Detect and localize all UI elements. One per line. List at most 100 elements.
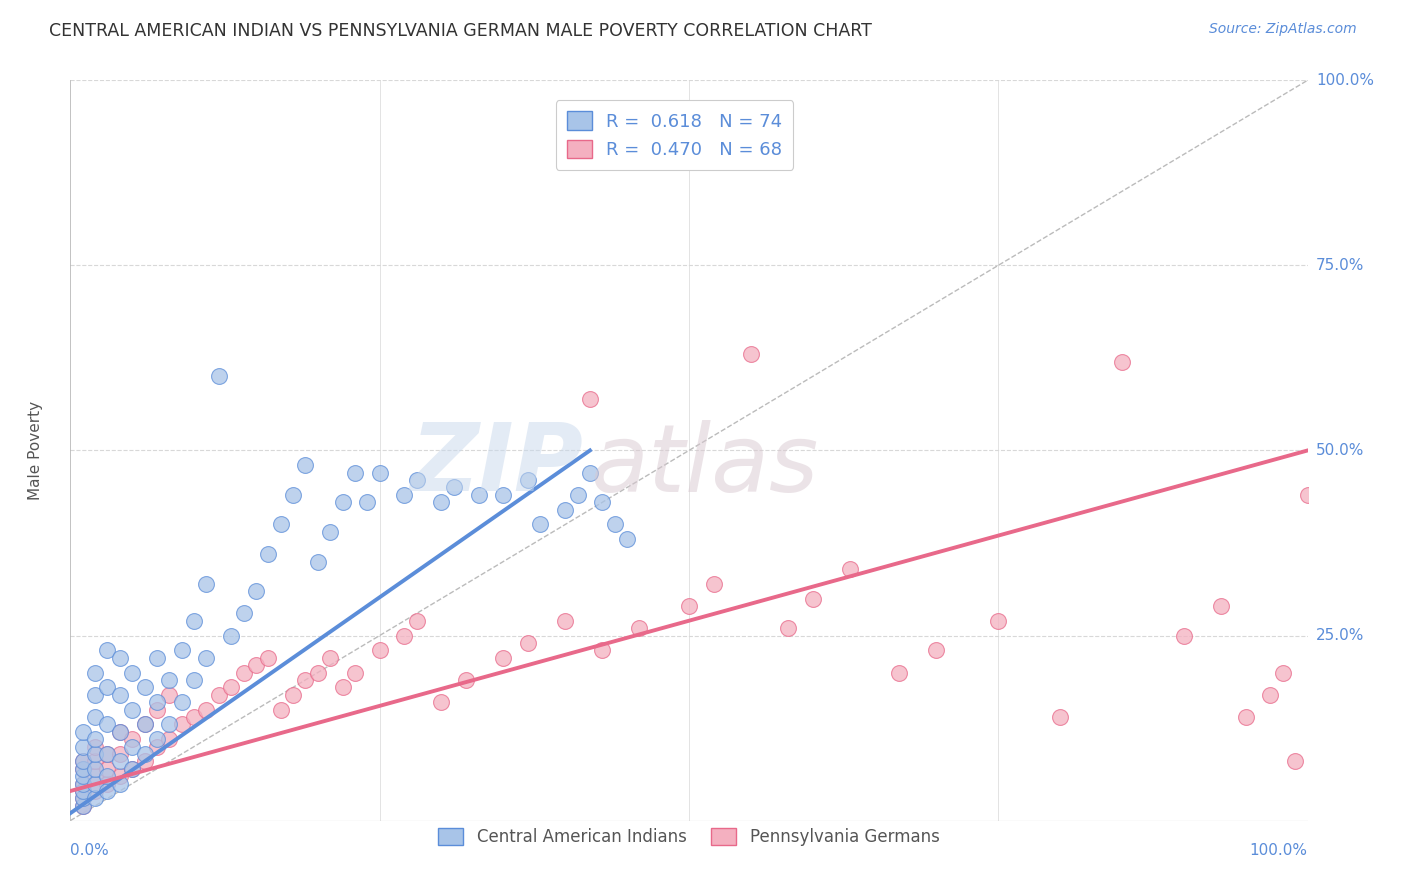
Point [343,665,366,680]
Point [108,650,131,665]
Point [517,636,540,650]
Text: 100.0%: 100.0% [1316,73,1374,87]
Point [108,688,131,702]
Point [492,650,515,665]
Point [72,762,94,776]
Point [838,562,860,576]
Point [121,762,143,776]
Point [195,576,218,591]
Point [319,650,342,665]
Point [108,769,131,783]
Point [183,614,205,628]
Point [319,524,342,539]
Point [208,688,231,702]
Point [1284,755,1306,769]
Point [332,495,354,509]
Point [72,791,94,805]
Point [343,466,366,480]
Point [84,791,107,805]
Point [208,369,231,384]
Point [84,665,107,680]
Point [96,717,118,731]
Point [72,762,94,776]
Point [146,703,169,717]
Point [529,517,551,532]
Point [72,739,94,754]
Point [84,755,107,769]
Text: ZIP: ZIP [411,419,583,511]
Text: 50.0%: 50.0% [1316,443,1364,458]
Point [72,784,94,798]
Point [245,658,267,673]
Point [1271,665,1294,680]
Point [72,798,94,813]
Point [270,703,292,717]
Point [84,732,107,747]
Point [96,762,118,776]
Text: Male Poverty: Male Poverty [28,401,44,500]
Point [108,776,131,791]
Text: 25.0%: 25.0% [1316,628,1364,643]
Point [121,732,143,747]
Point [84,747,107,761]
Point [134,717,156,731]
Point [121,703,143,717]
Point [157,717,180,731]
Point [591,643,613,657]
Point [72,755,94,769]
Point [245,584,267,599]
Point [195,703,218,717]
Text: 100.0%: 100.0% [1250,843,1308,858]
Point [270,517,292,532]
Legend: Central American Indians, Pennsylvania Germans: Central American Indians, Pennsylvania G… [432,822,946,853]
Point [84,710,107,724]
Point [84,776,107,791]
Text: CENTRAL AMERICAN INDIAN VS PENNSYLVANIA GERMAN MALE POVERTY CORRELATION CHART: CENTRAL AMERICAN INDIAN VS PENNSYLVANIA … [49,22,872,40]
Point [456,673,478,687]
Text: Source: ZipAtlas.com: Source: ZipAtlas.com [1209,22,1357,37]
Point [134,717,156,731]
Point [232,665,254,680]
Point [616,533,638,547]
Point [121,739,143,754]
Point [1234,710,1257,724]
Point [394,628,416,642]
Point [96,747,118,761]
Point [183,673,205,687]
Point [157,673,180,687]
Point [294,673,316,687]
Point [294,458,316,473]
Point [776,621,799,635]
Point [121,665,143,680]
Point [368,643,391,657]
Text: atlas: atlas [591,420,818,511]
Point [134,747,156,761]
Point [257,547,280,561]
Point [332,681,354,695]
Point [84,688,107,702]
Point [108,724,131,739]
Point [72,791,94,805]
Point [591,495,613,509]
Text: 0.0%: 0.0% [70,843,110,858]
Point [72,724,94,739]
Point [356,495,378,509]
Point [157,732,180,747]
Point [467,488,489,502]
Point [72,769,94,783]
Point [554,614,576,628]
Point [72,784,94,798]
Point [108,724,131,739]
Point [925,643,948,657]
Point [430,495,453,509]
Point [1173,628,1195,642]
Point [146,650,169,665]
Point [134,681,156,695]
Point [108,755,131,769]
Point [889,665,911,680]
Point [281,688,304,702]
Point [1296,488,1319,502]
Point [405,614,427,628]
Point [72,798,94,813]
Point [219,628,242,642]
